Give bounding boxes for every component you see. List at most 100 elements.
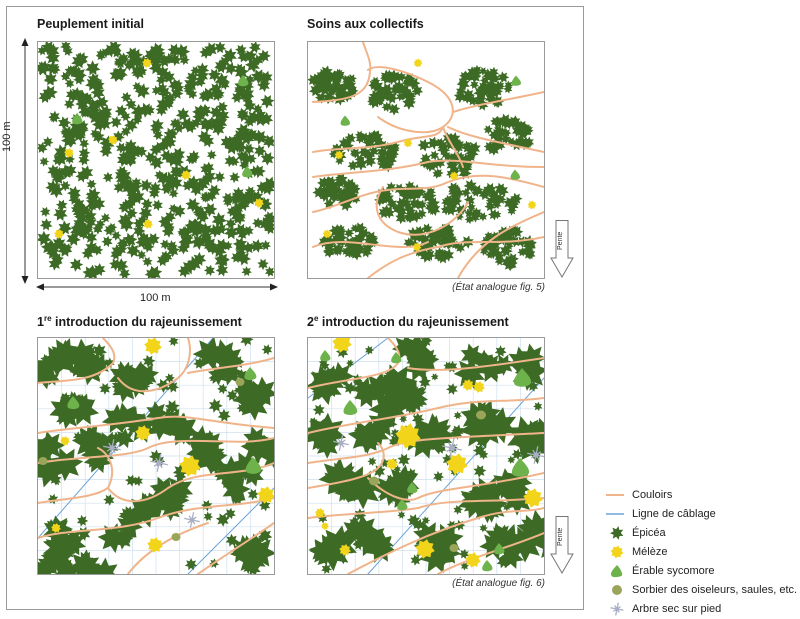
rowan-tree <box>369 476 379 486</box>
spruce-tree <box>516 236 528 248</box>
spruce-tree <box>253 54 265 66</box>
spruce-tree <box>213 42 227 54</box>
spruce-tree <box>73 393 94 413</box>
spruce-tree <box>407 188 420 202</box>
maple-tree <box>238 75 249 87</box>
maple-tree <box>482 560 493 572</box>
spruce-tree <box>186 438 214 466</box>
spruce-tree <box>217 408 231 422</box>
spruce-tree <box>212 114 228 130</box>
spruce-tree <box>420 152 431 164</box>
spruce-tree <box>109 116 122 129</box>
slope-label: Pente <box>557 231 564 250</box>
spruce-tree <box>245 153 257 165</box>
spruce-tree <box>67 549 101 574</box>
spruce-tree <box>164 400 180 415</box>
spruce-tree <box>372 390 384 403</box>
spruce-tree <box>116 243 128 256</box>
larch-tree <box>412 242 422 252</box>
spruce-tree <box>458 76 468 86</box>
spruce-tree <box>168 338 179 347</box>
spruce-tree <box>144 267 157 278</box>
spruce-tree <box>331 78 341 87</box>
spruce-tree <box>336 187 349 200</box>
spruce-tree <box>412 518 425 531</box>
spruce-tree <box>224 225 239 240</box>
spruce-tree <box>507 543 520 556</box>
spruce-tree <box>434 157 446 169</box>
spruce-tree <box>496 554 511 569</box>
spruce-tree <box>76 514 89 527</box>
spruce-tree <box>234 63 245 74</box>
spruce-tree <box>39 156 50 167</box>
spruce-tree <box>416 199 427 211</box>
spruce-tree <box>506 252 519 266</box>
spruce-tree <box>335 156 345 166</box>
spruce-tree <box>466 66 479 78</box>
spruce-tree <box>161 225 175 238</box>
spruce-tree <box>346 74 357 85</box>
spruce-tree <box>414 347 440 373</box>
spruce-tree <box>114 428 135 449</box>
spruce-tree <box>57 220 73 236</box>
spruce-tree <box>94 114 109 129</box>
spruce-tree <box>207 184 221 198</box>
spruce-tree <box>404 213 415 224</box>
spruce-tree <box>63 98 75 110</box>
spruce-tree <box>169 117 181 129</box>
cable-line <box>367 377 544 574</box>
spruce-tree <box>455 85 467 97</box>
spruce-tree <box>454 211 464 221</box>
spruce-tree <box>476 437 487 448</box>
spruce-tree <box>111 244 125 258</box>
spruce-tree <box>244 533 267 556</box>
corridor <box>107 462 274 503</box>
spruce-tree <box>478 212 488 222</box>
spruce-tree <box>507 526 544 563</box>
spruce-tree <box>319 180 328 189</box>
spruce-tree <box>167 43 182 58</box>
spruce-tree <box>145 401 169 425</box>
spruce-tree <box>117 212 133 228</box>
spruce-tree <box>425 186 436 197</box>
slope-arrow-bottom: Pente <box>550 516 574 579</box>
spruce-tree <box>363 236 373 245</box>
spruce-tree <box>184 558 198 571</box>
spruce-tree <box>252 217 264 229</box>
spruce-tree <box>323 246 335 258</box>
spruce-tree <box>488 245 502 259</box>
spruce-tree <box>232 191 245 203</box>
spruce-tree <box>426 136 440 150</box>
spruce-tree <box>69 364 83 377</box>
spruce-tree <box>111 381 125 395</box>
spruce-tree <box>488 66 499 78</box>
spruce-tree <box>153 47 166 61</box>
spruce-tree <box>421 516 431 525</box>
spruce-tree <box>68 193 81 205</box>
spruce-tree <box>354 157 368 171</box>
spruce-tree <box>411 84 424 97</box>
spruce-tree <box>465 70 476 81</box>
spruce-tree <box>162 70 176 84</box>
spruce-tree <box>44 370 60 386</box>
larch-tree <box>64 148 74 158</box>
spruce-tree <box>373 474 402 504</box>
spruce-tree <box>43 71 58 86</box>
spruce-tree <box>533 401 543 412</box>
spruce-tree <box>99 383 112 395</box>
spruce-tree <box>471 207 482 218</box>
dead-tree <box>184 512 200 528</box>
dead-tree <box>610 601 624 616</box>
spruce-tree <box>169 164 183 178</box>
spruce-tree <box>243 99 256 113</box>
spruce-tree <box>483 124 493 135</box>
spruce-tree <box>189 224 203 239</box>
spruce-tree <box>40 345 73 378</box>
spruce-tree <box>230 470 245 485</box>
spruce-tree <box>233 128 247 142</box>
slope-arrow-icon <box>550 220 574 278</box>
spruce-tree <box>60 42 72 52</box>
spruce-tree <box>46 240 59 253</box>
spruce-tree <box>446 198 458 210</box>
spruce-tree <box>154 170 165 180</box>
